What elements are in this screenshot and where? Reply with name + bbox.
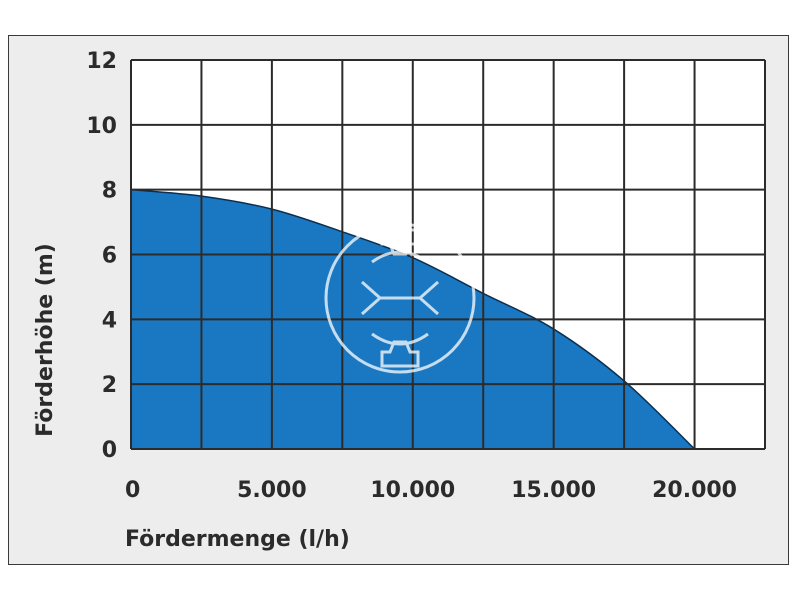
x-tick-label: 10.000: [370, 478, 455, 503]
y-tick-label: 12: [86, 49, 117, 74]
x-tick-label: 5.000: [237, 478, 307, 503]
x-tick-label: 15.000: [511, 478, 596, 503]
x-axis-label: Fördermenge (l/h): [125, 527, 350, 552]
y-tick-label: 8: [102, 179, 117, 204]
y-tick-label: 6: [102, 244, 117, 269]
y-tick-label: 10: [86, 114, 117, 139]
pump-logo-watermark-icon: [324, 222, 476, 374]
x-tick-label: 0: [125, 478, 140, 503]
x-tick-label: 20.000: [652, 478, 737, 503]
y-tick-label: 2: [102, 373, 117, 398]
y-tick-label: 0: [102, 438, 117, 463]
y-axis-label: Förderhöhe (m): [33, 243, 58, 437]
y-tick-label: 4: [102, 308, 117, 333]
